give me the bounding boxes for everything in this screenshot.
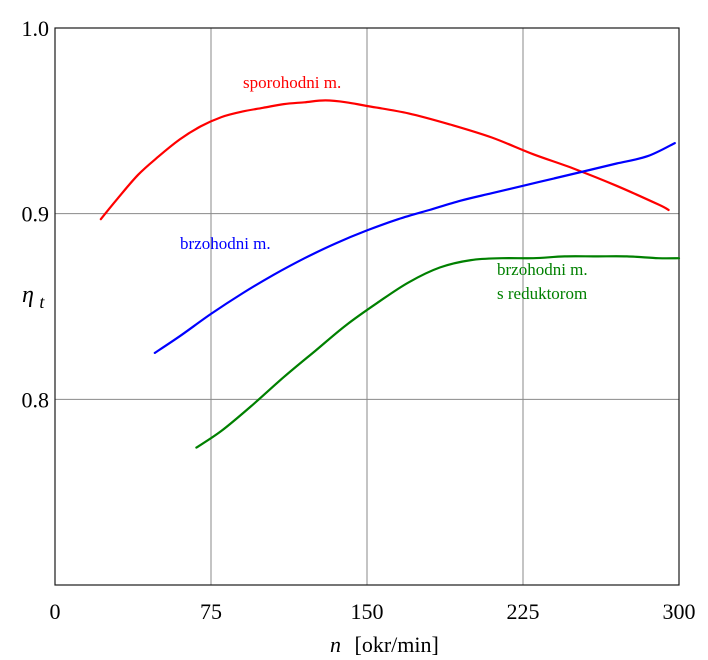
y-axis-subscript: t — [39, 292, 45, 312]
series-lines — [99, 99, 681, 449]
x-tick-label: 300 — [663, 599, 696, 624]
series-label-brzohodni: brzohodni m. — [180, 234, 271, 253]
y-axis-label: η t — [22, 282, 45, 312]
y-axis-symbol: η — [22, 282, 34, 308]
y-tick-label: 0.8 — [22, 387, 50, 412]
grid — [55, 28, 679, 585]
series-line-brzohodni-reduktor — [195, 255, 681, 449]
plot-frame — [54, 27, 680, 586]
y-tick-label: 0.9 — [22, 202, 50, 227]
x-axis-symbol: n — [330, 632, 341, 657]
x-axis-label: n [okr/min] — [330, 632, 439, 657]
x-axis-unit: [okr/min] — [355, 632, 439, 657]
x-tick-label: 75 — [200, 599, 222, 624]
series-label-brzohodni-reduktor-line-2: s reduktorom — [497, 284, 587, 303]
series-label-brzohodni-reduktor-line-1: brzohodni m. — [497, 260, 588, 279]
tick-labels: 0 75 150 225 300 0.8 0.9 1.0 — [22, 16, 696, 624]
series-line-sporohodni — [99, 99, 670, 221]
x-tick-label: 0 — [50, 599, 61, 624]
y-tick-label: 1.0 — [22, 16, 50, 41]
series-label-sporohodni: sporohodni m. — [243, 73, 341, 92]
series-line-brzohodni — [153, 142, 676, 354]
series-labels: sporohodni m. brzohodni m. brzohodni m. s r… — [180, 73, 588, 303]
plot-border — [54, 27, 680, 586]
x-tick-label: 225 — [507, 599, 540, 624]
x-tick-label: 150 — [351, 599, 384, 624]
